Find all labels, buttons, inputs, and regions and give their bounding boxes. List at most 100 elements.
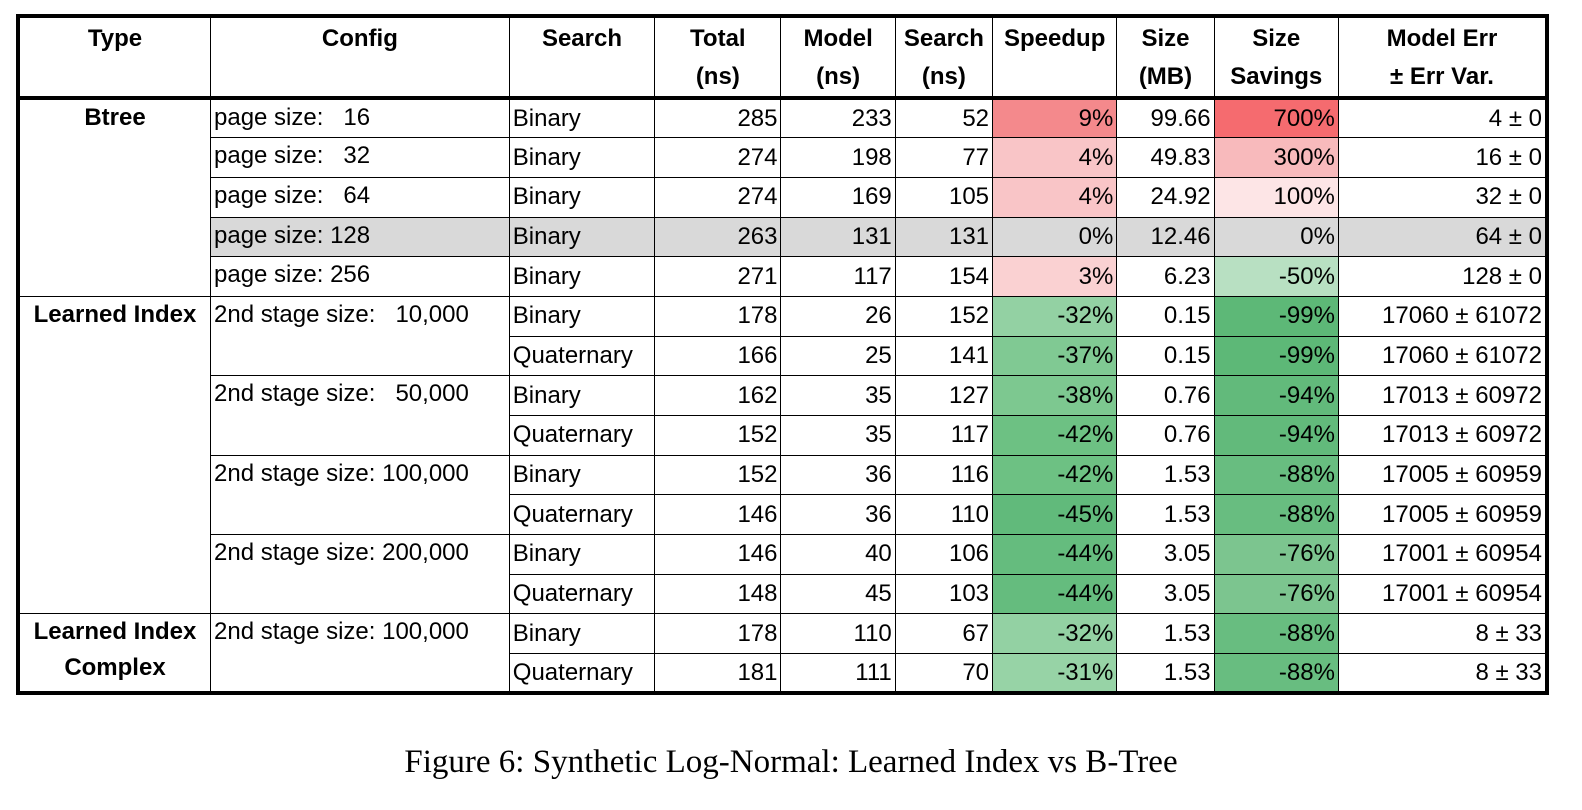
size-savings-cell: -88% — [1213, 613, 1339, 655]
size-cell: 99.66 — [1116, 97, 1215, 139]
header-model-err: Model Err ± Err Var. — [1337, 15, 1548, 100]
speedup-cell: 4% — [992, 137, 1118, 178]
speedup-cell: -31% — [992, 653, 1118, 694]
total-cell: 146 — [654, 494, 782, 536]
search-cell: Binary — [508, 137, 656, 178]
config-cell: 2nd stage size: 10,000 — [210, 295, 510, 377]
speedup-cell: 9% — [992, 97, 1118, 139]
model-cell: 36 — [780, 494, 896, 536]
size-cell: 49.83 — [1116, 137, 1215, 178]
config-cell: 2nd stage size: 100,000 — [210, 454, 510, 536]
table-row: page size: 256 Binary 271 117 154 3% 6.23 -50% 1… — [18, 256, 1548, 297]
size-cell: 0.76 — [1116, 375, 1215, 416]
size-cell: 1.53 — [1116, 494, 1215, 536]
size-cell: 1.53 — [1116, 454, 1215, 496]
search-cell: Binary — [508, 295, 656, 337]
size-cell: 3.05 — [1116, 534, 1215, 575]
search-cell: Binary — [508, 613, 656, 655]
header-model: Model (ns) — [780, 15, 896, 100]
model-err-cell: 17005 ± 60959 — [1337, 454, 1548, 496]
search-ns-cell: 152 — [894, 295, 994, 337]
table-row: page size: 128 Binary 263 131 131 0% 12.46 0% 64… — [18, 216, 1548, 258]
speedup-cell: 4% — [992, 176, 1118, 218]
size-cell: 0.15 — [1116, 295, 1215, 337]
search-cell: Binary — [508, 534, 656, 575]
search-ns-cell: 117 — [894, 415, 994, 456]
model-err-cell: 17060 ± 61072 — [1337, 295, 1548, 337]
search-ns-cell: 154 — [894, 256, 994, 297]
total-cell: 178 — [654, 295, 782, 337]
total-cell: 152 — [654, 415, 782, 456]
model-err-cell: 17005 ± 60959 — [1337, 494, 1548, 536]
search-ns-cell: 110 — [894, 494, 994, 536]
size-cell: 1.53 — [1116, 613, 1215, 655]
model-err-cell: 17060 ± 61072 — [1337, 335, 1548, 377]
model-err-cell: 4 ± 0 — [1337, 97, 1548, 139]
total-cell: 285 — [654, 97, 782, 139]
type-cell: Btree — [17, 97, 211, 297]
table-row: Learned Index Complex 2nd stage size: 100,… — [17, 613, 1548, 694]
model-cell: 26 — [780, 295, 896, 337]
speedup-cell: 3% — [992, 256, 1118, 297]
table-body: Btree page size: 16 Binary 285 233 52 9% 99.66 7… — [17, 97, 1548, 694]
search-ns-cell: 106 — [894, 534, 994, 575]
size-cell: 3.05 — [1116, 573, 1215, 615]
model-cell: 169 — [780, 176, 896, 218]
search-cell: Binary — [508, 176, 656, 218]
total-cell: 166 — [654, 335, 782, 377]
size-cell: 12.46 — [1116, 216, 1215, 258]
config-cell: page size: 64 — [210, 176, 510, 218]
table-row: Learned Index 2nd stage size: 10,000 Binar… — [17, 295, 1548, 615]
header-search: Search — [508, 15, 656, 100]
model-err-cell: 8 ± 33 — [1337, 613, 1548, 655]
total-cell: 178 — [654, 613, 782, 655]
table-row: Quaternary 152 35 117 -42% 0.76 -94% 17013 ± 60… — [18, 415, 1548, 456]
search-cell: Binary — [508, 375, 656, 416]
header-speedup: Speedup — [992, 15, 1118, 100]
header-row: Type Config Search Total (ns) Model (ns) S… — [17, 15, 1548, 100]
table-row: Quaternary 146 36 110 -45% 1.53 -88% 17005 ± 60… — [18, 494, 1548, 536]
total-cell: 274 — [654, 176, 782, 218]
config-cell: 2nd stage size: 200,000 — [210, 534, 510, 615]
total-cell: 148 — [654, 573, 782, 615]
table-row: 2nd stage size: 200,000 Binary 146 40 106 -44… — [18, 534, 1548, 615]
search-cell: Quaternary — [508, 494, 656, 536]
model-cell: 111 — [780, 653, 896, 694]
size-savings-cell: -88% — [1213, 494, 1339, 536]
total-cell: 274 — [654, 137, 782, 178]
model-cell: 198 — [780, 137, 896, 178]
search-cell: Binary — [508, 97, 656, 139]
model-cell: 45 — [780, 573, 896, 615]
config-cell: page size: 32 — [210, 137, 510, 178]
size-savings-cell: 100% — [1213, 176, 1339, 218]
size-savings-cell: -76% — [1213, 573, 1339, 615]
search-cell: Binary — [508, 454, 656, 496]
config-cell: 2nd stage size: 100,000 — [210, 613, 510, 694]
search-cell: Quaternary — [508, 415, 656, 456]
config-cell: page size: 256 — [210, 256, 510, 297]
model-cell: 35 — [780, 375, 896, 416]
size-cell: 24.92 — [1116, 176, 1215, 218]
table-row: page size: 64 Binary 274 169 105 4% 24.92 100% 3… — [18, 176, 1548, 218]
model-cell: 110 — [780, 613, 896, 655]
total-cell: 162 — [654, 375, 782, 416]
config-cell: 2nd stage size: 50,000 — [210, 375, 510, 456]
results-table: Type Config Search Total (ns) Model (ns) S… — [16, 14, 1549, 696]
size-savings-cell: -50% — [1213, 256, 1339, 297]
search-ns-cell: 77 — [894, 137, 994, 178]
model-cell: 233 — [780, 97, 896, 139]
speedup-cell: -38% — [992, 375, 1118, 416]
size-cell: 1.53 — [1116, 653, 1215, 694]
total-cell: 181 — [654, 653, 782, 694]
total-cell: 152 — [654, 454, 782, 496]
model-err-cell: 17001 ± 60954 — [1337, 573, 1548, 615]
size-savings-cell: 700% — [1213, 97, 1339, 139]
size-savings-cell: -99% — [1213, 335, 1339, 377]
search-ns-cell: 116 — [894, 454, 994, 496]
table-row: 2nd stage size: 100,000 Binary 152 36 116 -42… — [18, 454, 1548, 536]
model-err-cell: 17013 ± 60972 — [1337, 415, 1548, 456]
type-cell: Learned Index — [17, 295, 211, 615]
speedup-cell: -44% — [992, 573, 1118, 615]
search-ns-cell: 141 — [894, 335, 994, 377]
model-err-cell: 17001 ± 60954 — [1337, 534, 1548, 575]
